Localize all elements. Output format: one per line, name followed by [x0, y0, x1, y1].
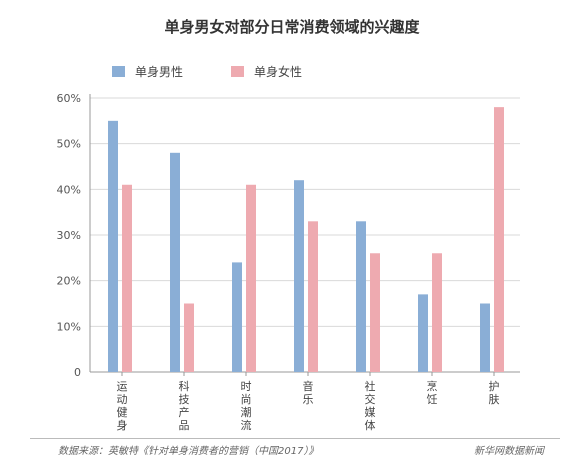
bar-male	[232, 262, 242, 372]
legend-swatch-male	[112, 66, 125, 77]
y-tick-label: 20%	[57, 275, 81, 288]
legend-swatch-female	[231, 66, 245, 77]
legend-label-male: 单身男性	[135, 65, 184, 79]
y-tick-label: 0	[74, 366, 81, 379]
bar-female	[308, 221, 318, 372]
bar-male	[170, 152, 180, 372]
y-tick-label: 30%	[57, 229, 81, 242]
legend-label-female: 单身女性	[254, 65, 303, 79]
publisher-credit: 新华网数据新闻	[474, 446, 544, 457]
bar-male	[294, 180, 304, 372]
bar-female	[246, 184, 256, 372]
chart-legend: 单身男性 单身女性	[112, 63, 350, 80]
x-tick-label: 烹饪	[427, 379, 438, 406]
bar-male	[418, 294, 428, 372]
x-tick-label: 护肤	[489, 379, 500, 406]
x-tick-label: 运动健身	[117, 380, 128, 432]
y-tick-label: 40%	[57, 183, 81, 196]
legend-item-male: 单身男性	[112, 63, 183, 80]
y-tick-label: 50%	[57, 138, 81, 151]
bar-female	[494, 107, 504, 372]
data-source-note: 数据来源：英敏特《针对单身消费者的营销（中国2017）》	[58, 446, 319, 457]
y-tick-label: 10%	[57, 320, 81, 333]
chart-title: 单身男女对部分日常消费领域的兴趣度	[164, 18, 420, 36]
bar-male	[356, 221, 366, 372]
x-tick-label: 音乐	[303, 379, 314, 406]
bar-female	[184, 303, 194, 372]
x-tick-label: 科技产品	[179, 379, 190, 432]
x-tick-label: 时尚潮流	[241, 380, 252, 432]
y-tick-label: 60%	[57, 92, 81, 105]
legend-item-female: 单身女性	[231, 63, 302, 80]
bar-male	[108, 120, 118, 372]
bar-female	[122, 184, 132, 372]
bar-male	[480, 303, 490, 372]
footer-divider	[30, 438, 560, 439]
x-tick-label: 社交媒体	[365, 379, 376, 432]
bar-female	[370, 253, 380, 372]
bar-female	[432, 253, 442, 372]
